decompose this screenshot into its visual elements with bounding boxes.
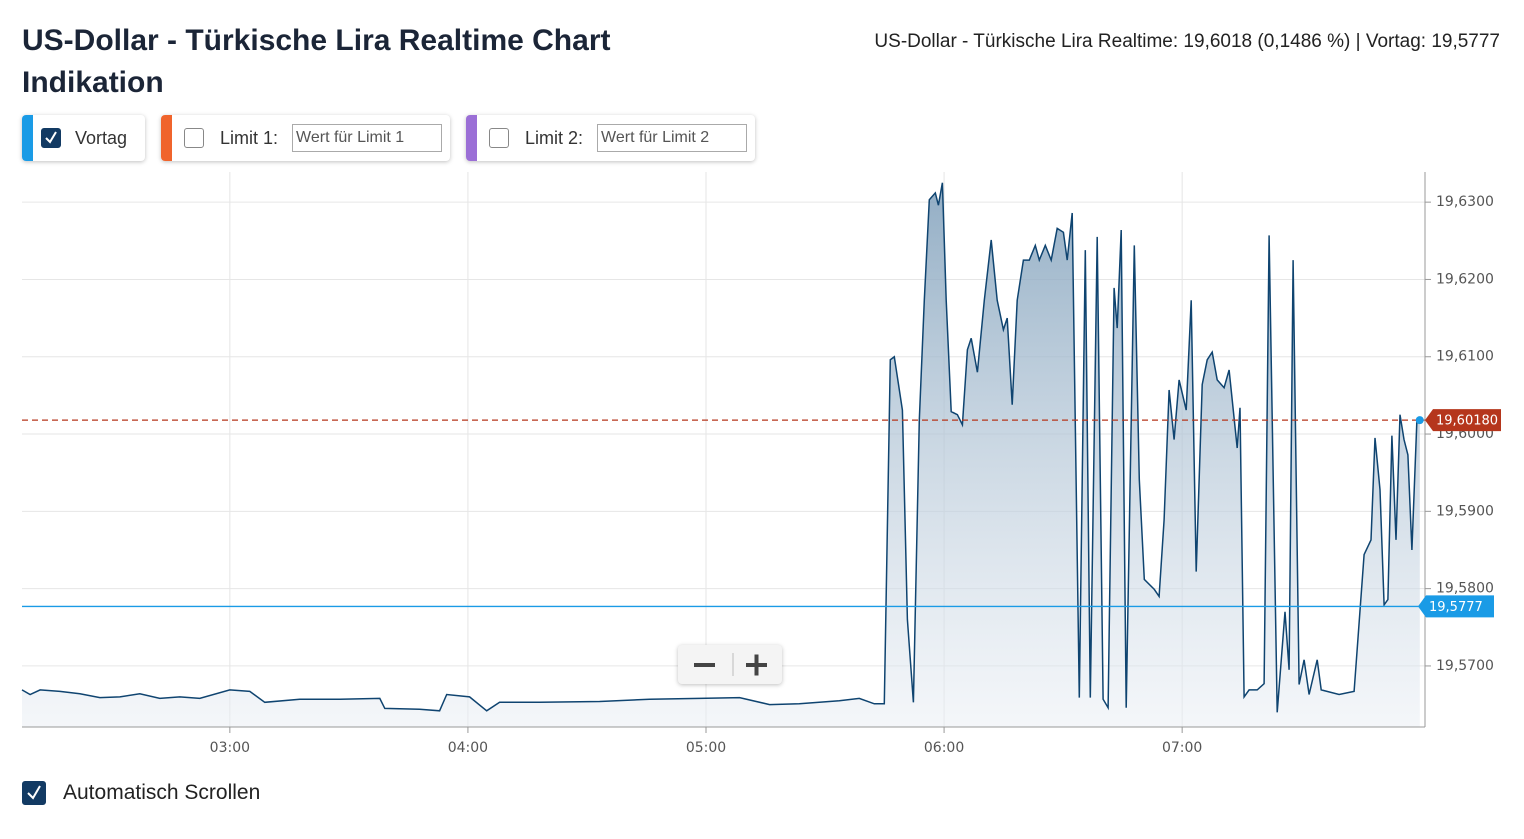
zoom-icons (694, 653, 767, 676)
auto-scroll[interactable]: Automatisch Scrollen (22, 781, 260, 805)
label: Limit 1: (220, 127, 279, 148)
x-tick-label: 03:00 (210, 740, 250, 756)
stripe (161, 115, 172, 161)
checkbox[interactable] (489, 128, 509, 148)
input[interactable]: Wert für Limit 2 (597, 124, 748, 152)
vortag-control[interactable]: Vortag (22, 115, 145, 161)
stripe (22, 115, 33, 161)
quote-info: US-Dollar - Türkische Lira Realtime: 19,… (874, 31, 1500, 52)
x-tick-label: 06:00 (924, 740, 964, 756)
y-tick-label: 19,6200 (1436, 271, 1494, 287)
zoom-controls (678, 645, 782, 684)
checkbox[interactable] (184, 128, 204, 148)
checkbox[interactable] (41, 128, 61, 148)
zoom-in[interactable] (746, 654, 767, 676)
x-tick-label: 05:00 (686, 740, 726, 756)
reference-label: 19,5777 (1429, 600, 1483, 615)
limit1-control: Limit 1: Wert für Limit 1 (161, 115, 450, 161)
check-icon (27, 785, 41, 800)
check-icon (45, 131, 57, 144)
last-point (1415, 416, 1424, 425)
reference-label-box (1425, 409, 1501, 432)
x-tick-label: 07:00 (1162, 740, 1202, 756)
reference-label-box (1418, 595, 1494, 618)
stripe (466, 115, 477, 161)
reference-label: 19,60180 (1436, 414, 1498, 429)
input[interactable]: Wert für Limit 1 (292, 124, 443, 152)
y-tick-label: 19,5700 (1436, 658, 1494, 674)
y-tick-label: 19,6300 (1436, 194, 1494, 210)
label: Automatisch Scrollen (63, 781, 261, 804)
y-tick-label: 19,5800 (1436, 581, 1494, 597)
label: Limit 2: (525, 127, 584, 148)
x-tick-label: 04:00 (448, 740, 488, 756)
checkbox[interactable] (22, 781, 46, 805)
area-fill (22, 182, 1420, 728)
y-tick-label: 19,6100 (1436, 349, 1494, 365)
price-line (21, 182, 1420, 713)
y-tick-label: 19,5900 (1436, 503, 1494, 519)
page-title: US-Dollar - Türkische Lira Realtime Char… (22, 24, 611, 99)
limit2-control: Limit 2: Wert für Limit 2 (466, 115, 755, 161)
label: Vortag (75, 127, 128, 148)
